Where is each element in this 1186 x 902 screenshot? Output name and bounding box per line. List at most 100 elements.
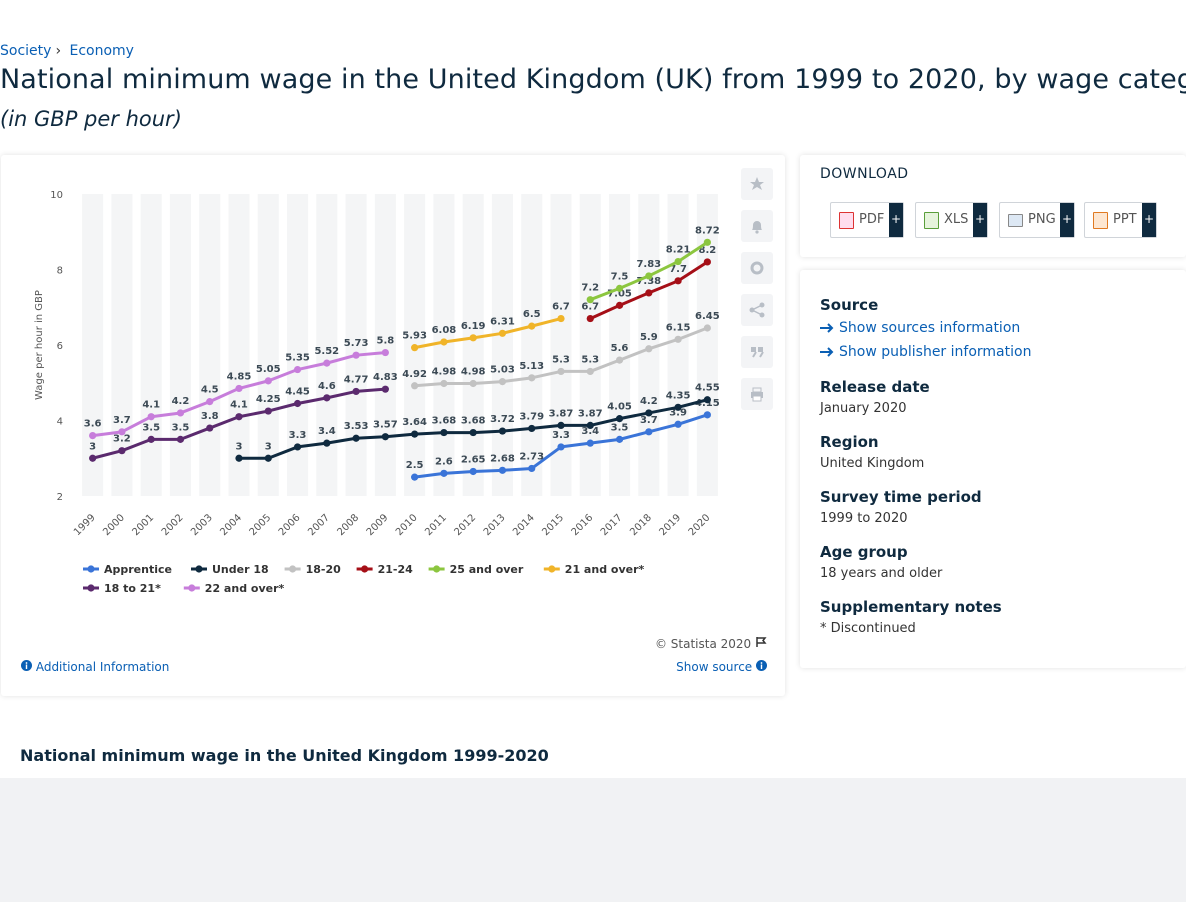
notify-button[interactable] <box>741 210 773 242</box>
column-band <box>82 194 104 496</box>
data-label: 4.15 <box>695 398 720 409</box>
additional-info-link[interactable]: Additional Information <box>21 660 169 674</box>
favorite-button[interactable] <box>741 168 773 200</box>
data-point <box>411 382 419 390</box>
x-tick-label: 2011 <box>423 512 449 538</box>
data-label: 3 <box>89 441 96 452</box>
data-label: 7.2 <box>581 283 599 294</box>
y-axis-label: Wage per hour in GBP <box>34 290 45 400</box>
x-tick-label: 2016 <box>570 512 596 538</box>
column-band <box>491 194 513 496</box>
show-sources-link[interactable]: Show sources information <box>820 320 1020 336</box>
data-point <box>206 424 214 432</box>
download-png[interactable]: PNG + <box>999 202 1075 238</box>
x-tick-label: 2004 <box>218 512 244 538</box>
data-point <box>615 435 624 443</box>
breadcrumb-link[interactable]: Economy <box>69 43 134 59</box>
y-tick-label: 4 <box>57 417 63 428</box>
related-title[interactable]: National minimum wage in the United King… <box>20 746 549 765</box>
data-label: 5.9 <box>640 332 658 343</box>
data-label: 3.2 <box>113 434 131 445</box>
data-label: 4.45 <box>285 387 310 398</box>
download-plus: + <box>1060 203 1074 237</box>
data-label: 6.31 <box>490 316 515 327</box>
column-band <box>374 194 396 496</box>
data-label: 6.19 <box>461 321 486 332</box>
cite-button[interactable] <box>741 336 773 368</box>
data-point <box>264 454 272 462</box>
settings-button[interactable] <box>741 252 773 284</box>
data-label: 8.2 <box>699 245 717 256</box>
column-band <box>140 194 162 496</box>
data-point <box>586 367 594 376</box>
data-point <box>381 433 389 441</box>
download-ppt[interactable]: PPT + <box>1084 202 1157 238</box>
data-label: 5.93 <box>402 331 427 342</box>
detail-value: 18 years and older <box>820 566 943 581</box>
data-point <box>440 379 448 388</box>
data-point <box>293 443 302 451</box>
column-band <box>228 194 250 496</box>
download-label: PPT <box>1113 212 1137 227</box>
data-label: 5.6 <box>611 343 629 354</box>
data-label: 3 <box>265 441 272 452</box>
data-point <box>615 284 624 292</box>
show-publisher-link[interactable]: Show publisher information <box>820 344 1031 360</box>
data-label: 5.8 <box>377 336 395 347</box>
data-label: 3.79 <box>519 411 544 422</box>
data-label: 3.72 <box>490 414 515 425</box>
file-icon <box>924 212 939 229</box>
legend-label: Apprentice <box>104 563 172 576</box>
download-pdf[interactable]: PDF + <box>830 202 904 238</box>
related-panel: National minimum wage in the United King… <box>0 724 1186 778</box>
data-point <box>323 439 331 447</box>
data-point <box>615 301 624 309</box>
data-point <box>411 430 419 438</box>
copyright: © Statista 2020 <box>655 636 767 651</box>
data-point <box>352 351 360 359</box>
data-point <box>645 345 653 353</box>
column-band <box>169 194 191 496</box>
print-button[interactable] <box>741 378 773 410</box>
data-point <box>440 428 448 437</box>
share-button[interactable] <box>741 294 773 326</box>
copyright-text: © Statista 2020 <box>654 637 752 651</box>
link-text: Show sources information <box>839 320 1021 336</box>
show-source-link[interactable]: Show source <box>676 660 767 674</box>
data-label: 4.83 <box>373 372 398 383</box>
column-band <box>667 194 689 496</box>
y-tick-label: 6 <box>57 341 63 352</box>
data-point <box>674 277 682 285</box>
data-point <box>557 443 565 451</box>
legend-marker <box>548 565 556 573</box>
data-point <box>89 454 97 462</box>
data-point <box>264 377 272 385</box>
x-tick-label: 2020 <box>687 512 713 538</box>
data-point <box>703 258 711 266</box>
data-point <box>645 428 653 436</box>
column-band <box>696 194 718 496</box>
series-line <box>414 317 562 350</box>
legend-label: Under 18 <box>212 563 269 576</box>
x-tick-label: 2008 <box>335 512 361 538</box>
data-point <box>118 447 126 455</box>
data-label: 6.45 <box>695 311 720 322</box>
legend-label: 22 and over* <box>205 582 285 595</box>
data-label: 5.3 <box>581 354 599 365</box>
info-icon <box>21 660 32 671</box>
data-point <box>557 314 565 323</box>
info-icon <box>756 660 767 671</box>
data-point <box>381 385 389 393</box>
detail-value: * Discontinued <box>820 621 916 636</box>
legend-label: 18 to 21* <box>104 582 161 595</box>
data-point <box>206 398 214 406</box>
data-label: 2.65 <box>461 454 486 465</box>
data-label: 4.98 <box>432 367 457 378</box>
data-label: 3.5 <box>172 422 190 433</box>
data-label: 5.03 <box>490 365 515 376</box>
download-xls[interactable]: XLS + <box>915 202 988 238</box>
breadcrumb-link[interactable]: Society <box>0 43 52 59</box>
data-label: 4.35 <box>666 390 691 401</box>
data-label: 4.1 <box>142 400 160 411</box>
